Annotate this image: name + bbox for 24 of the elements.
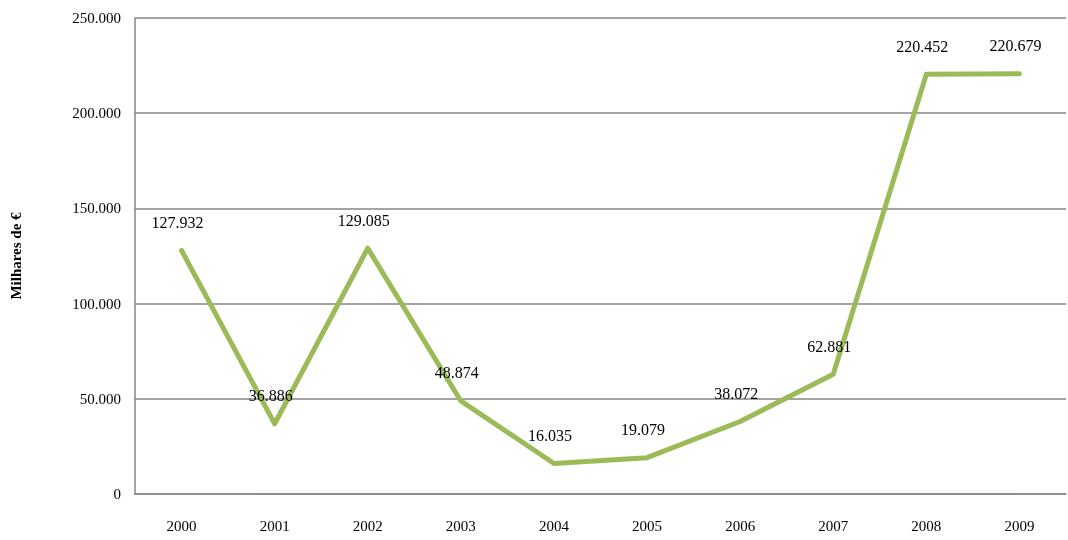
data-label: 16.035 (527, 426, 572, 444)
x-tick-label: 2003 (445, 517, 476, 534)
x-tick-label: 2001 (259, 517, 290, 534)
x-tick-label: 2009 (1004, 517, 1035, 534)
data-label: 19.079 (621, 421, 666, 439)
y-tick-label: 200.000 (72, 105, 121, 122)
data-label: 38.072 (714, 385, 759, 403)
y-axis-title: Milhares de € (7, 211, 24, 300)
y-tick-label: 0 (113, 486, 121, 502)
y-tick-label: 150.000 (72, 200, 121, 217)
data-label: 127.932 (151, 213, 204, 231)
x-tick-label: 2007 (818, 517, 849, 534)
x-tick-label: 2005 (632, 517, 663, 534)
x-tick-label: 2002 (352, 517, 383, 534)
x-tick-label: 2006 (725, 517, 756, 534)
x-tick-label: 2008 (911, 517, 942, 534)
y-tick-label: 50.000 (79, 390, 121, 407)
x-tick-label: 2000 (166, 517, 197, 534)
y-tick-label: 250.000 (72, 10, 121, 26)
data-label: 220.452 (896, 37, 949, 55)
x-tick-label: 2004 (538, 517, 570, 534)
y-tick-label: 100.000 (72, 295, 121, 312)
data-label: 129.085 (337, 211, 390, 229)
data-label: 220.679 (989, 37, 1042, 55)
